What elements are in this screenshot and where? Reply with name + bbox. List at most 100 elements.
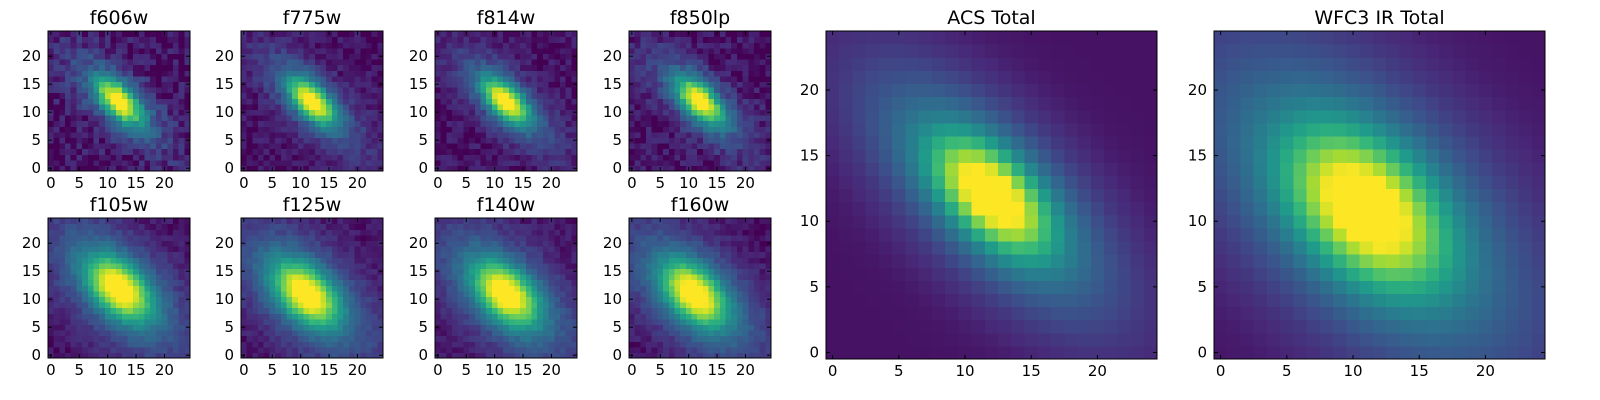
heatmap-cell [452, 274, 459, 281]
heatmap-cell [144, 120, 151, 127]
heatmap-cell [742, 75, 749, 82]
heatmap-cell [685, 115, 693, 122]
heatmap-cell [48, 302, 55, 309]
heatmap-cell [320, 341, 327, 348]
heatmap-cell [731, 87, 738, 94]
y-tick-label: 0 [418, 346, 428, 364]
heatmap-cell [70, 31, 77, 38]
heatmap-cell [303, 240, 310, 247]
heatmap-cell [331, 81, 339, 88]
heatmap-cell [685, 330, 693, 337]
heatmap-cell [571, 318, 578, 325]
heatmap-cell [765, 115, 772, 122]
heatmap-cell [354, 64, 361, 71]
heatmap-cell [99, 36, 106, 43]
heatmap-cell [309, 59, 316, 66]
heatmap-cell [70, 75, 77, 82]
heatmap-cell [446, 234, 453, 241]
heatmap-cell [531, 109, 538, 116]
heatmap-cell [59, 137, 66, 144]
heatmap-cell [354, 137, 361, 144]
heatmap-cell [348, 262, 356, 269]
heatmap-cell [753, 148, 761, 155]
heatmap-cell [371, 223, 378, 230]
heatmap-cell [674, 341, 681, 348]
heatmap-cell [82, 154, 89, 161]
heatmap-cell [303, 296, 310, 303]
heatmap-cell [337, 42, 344, 49]
heatmap-cell [520, 42, 527, 49]
heatmap-cell [76, 75, 83, 82]
heatmap-cell [48, 131, 55, 138]
heatmap-cell [474, 64, 482, 71]
heatmap-cell [753, 324, 761, 331]
heatmap-cell [110, 165, 117, 172]
heatmap-cell [663, 42, 670, 49]
heatmap-cell [377, 234, 384, 241]
heatmap-cell [371, 335, 378, 342]
heatmap-cell [116, 47, 123, 54]
heatmap-cell [354, 131, 361, 138]
heatmap-cell [714, 285, 721, 292]
heatmap-cell [121, 262, 129, 269]
heatmap-cell [548, 143, 555, 150]
heatmap-cell [309, 137, 316, 144]
heatmap-cell [365, 36, 373, 43]
heatmap-cell [331, 302, 339, 309]
heatmap-cell [469, 262, 476, 269]
heatmap-cell [53, 148, 60, 155]
heatmap-cell [150, 218, 157, 225]
heatmap-cell [457, 159, 464, 166]
heatmap-cell [138, 115, 146, 122]
heatmap-cell [82, 324, 89, 331]
heatmap-cell [685, 302, 693, 309]
heatmap-cell [371, 148, 378, 155]
heatmap-cell [548, 302, 555, 309]
heatmap-cell [241, 154, 248, 161]
heatmap-cell [104, 262, 112, 269]
heatmap-cell [697, 59, 704, 66]
heatmap-cell [241, 115, 248, 122]
heatmap-cell [486, 335, 493, 342]
heatmap-cell [76, 268, 83, 275]
heatmap-cell [354, 268, 361, 275]
heatmap-cell [663, 302, 670, 309]
heatmap-cell [59, 59, 66, 66]
heatmap-cell [725, 126, 732, 133]
heatmap-cell [138, 234, 146, 241]
heatmap-cell [150, 335, 157, 342]
heatmap-cell [354, 143, 361, 150]
heatmap-cell [440, 159, 447, 166]
heatmap-cell [161, 36, 168, 43]
heatmap-cell [365, 229, 373, 236]
heatmap-cell [685, 318, 693, 325]
heatmap-cell [70, 53, 77, 60]
heatmap-cell [275, 346, 282, 353]
heatmap-cell [87, 31, 95, 38]
heatmap-cell [252, 59, 259, 66]
heatmap-cell [702, 148, 710, 155]
heatmap-cell [731, 159, 738, 166]
heatmap-cell [309, 154, 316, 161]
heatmap-cell [440, 257, 447, 264]
heatmap-cell [680, 131, 687, 138]
heatmap-cell [657, 126, 664, 133]
x-tick-label: 15 [126, 174, 145, 192]
heatmap-cell [520, 307, 527, 314]
heatmap-cell [348, 302, 356, 309]
heatmap-cell [497, 262, 504, 269]
heatmap-cell [685, 64, 693, 71]
heatmap-cell [668, 103, 676, 110]
heatmap-cell [314, 318, 322, 325]
heatmap-cell [548, 341, 555, 348]
heatmap-cell [269, 64, 276, 71]
heatmap-cell [348, 47, 356, 54]
heatmap-cell [531, 296, 538, 303]
heatmap-cell [491, 246, 499, 253]
heatmap-cell [87, 53, 95, 60]
heatmap-cell [133, 143, 140, 150]
heatmap-cell [463, 53, 470, 60]
heatmap-cell [748, 285, 755, 292]
heatmap-cell [297, 229, 305, 236]
heatmap-cell [446, 59, 453, 66]
